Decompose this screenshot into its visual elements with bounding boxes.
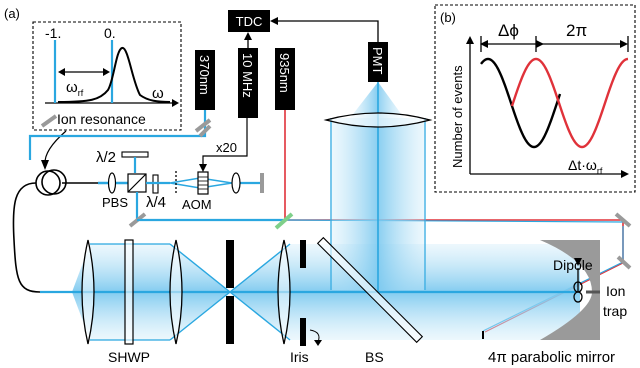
clock-10mhz-box: 10 MHz [238,48,258,118]
beam-splitter [316,236,424,344]
red-sine-curve [510,57,629,149]
rf-multiplier-line [202,118,248,168]
panel-b-ylabel: Number of events [450,65,465,168]
ion-trap-label-1: Ion [606,283,625,299]
iris [300,240,322,346]
mirror-370 [194,118,212,133]
panel-b-label: (b) [440,10,456,25]
tick-zero: 0. [104,25,116,41]
laser-935-box: 935nm [275,48,295,110]
svg-text:PMT: PMT [370,47,385,75]
fiber-collimator-lens [107,172,117,194]
delta-phi-label: Δϕ [498,21,519,40]
black-sine-curve [480,57,562,149]
iris-label: Iris [290,349,309,365]
lens-3 [277,239,291,345]
pmt-box: PMT [368,42,388,82]
laser-370-box: 370nm [195,50,215,110]
optical-fiber [12,169,110,293]
ion-trap-label-2: trap [603,303,627,319]
resonance-curve [57,46,171,103]
bs-label: BS [365,349,384,365]
lambda-half-plate [121,151,149,158]
aom-label: AOM [182,197,212,212]
dipole-label: Dipole [553,257,593,273]
shwp-plate [124,239,134,345]
lambda-half-label: λ/2 [96,149,116,166]
dichroic-mirror [274,212,294,230]
pmt-lens [323,112,433,128]
tick-minus-one: -1. [45,25,61,41]
svg-text:10 MHz: 10 MHz [240,53,255,98]
pinhole [226,240,234,344]
panel-b-xlabel: Δt·ωrf [568,157,603,176]
shwp-label: SHWP [108,349,150,365]
aom-setup [169,171,264,195]
panel-b-inset: (b) Number of events Δt·ωrf Δϕ 2π [434,4,636,193]
x20-label: x20 [216,140,237,155]
panel-a-label: (a) [4,6,20,21]
ion-resonance-inset: -1. 0. ωrf ω Ion resonance [32,21,182,131]
omega-axis-label: ω [152,85,164,102]
pbs-cube [127,173,147,193]
lens-1 [81,239,95,345]
lambda-quarter-label: λ/4 [146,194,166,211]
mirror-label: 4π parabolic mirror [488,349,615,366]
parabolic-mirror [482,240,600,340]
svg-text:TDC: TDC [236,14,263,29]
pmt-to-tdc-line [276,20,379,42]
ion-resonance-caption: Ion resonance [57,111,146,127]
mirror-right [614,212,632,228]
pbs-label: PBS [102,195,128,210]
svg-text:370nm: 370nm [197,55,212,95]
lens-2 [169,239,183,345]
two-pi-label: 2π [566,21,587,40]
tdc-box: TDC [228,10,270,32]
svg-text:935nm: 935nm [277,53,292,93]
omega-rf-label: ωrf [66,79,84,98]
